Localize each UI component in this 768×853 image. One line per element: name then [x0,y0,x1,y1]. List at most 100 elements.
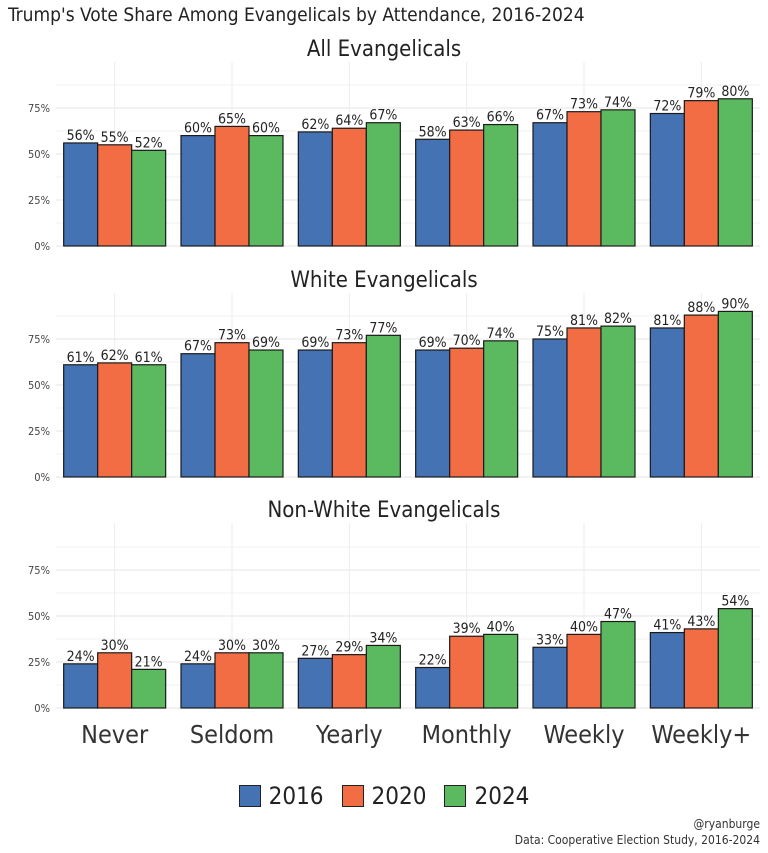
x-tick-label: Weekly+ [651,720,751,749]
bar-2024 [483,123,519,247]
bar-value-label: 21% [135,654,163,670]
y-tick-label: 25% [28,194,50,207]
x-tick-label: Monthly [422,720,512,749]
bar-value-label: 40% [487,619,515,635]
bar-value-label: 56% [67,128,95,144]
bar-2016 [180,353,216,478]
bar-2024 [600,620,636,709]
bar-2016 [415,138,451,247]
y-tick-label: 0% [34,702,50,715]
bar-2020 [97,652,133,709]
legend-label-2016: 2016 [268,782,324,810]
chart-title: Trump's Vote Share Among Evangelicals by… [8,4,585,26]
bar-value-label: 61% [135,350,163,366]
bar-2024 [248,349,284,478]
y-tick-label: 75% [28,333,50,346]
bar-value-label: 74% [487,326,515,342]
bar-value-label: 33% [536,632,564,648]
x-tick-label: Never [81,720,149,749]
bar-value-label: 69% [301,335,329,351]
bar-2016 [415,349,451,478]
bar-value-label: 64% [335,113,363,129]
bar-2024 [131,364,167,478]
bar-value-label: 29% [335,640,363,656]
y-tick-label: 50% [28,379,50,392]
panel-title: All Evangelicals [307,37,461,62]
bar-value-label: 27% [301,643,329,659]
bar-value-label: 63% [453,115,481,131]
bar-value-label: 67% [184,339,212,355]
bar-2024 [600,325,636,478]
bar-value-label: 24% [67,649,95,665]
bar-value-label: 65% [218,111,246,127]
credit-source: Data: Cooperative Election Study, 2016-2… [514,833,760,847]
bar-value-label: 30% [101,638,129,654]
bar-value-label: 39% [453,621,481,637]
x-tick-label: Weekly [543,720,624,749]
bar-value-label: 41% [653,618,681,634]
legend: 2016 2020 2024 [0,779,768,813]
bar-value-label: 24% [184,649,212,665]
bar-2016 [63,364,99,478]
bar-value-label: 55% [101,130,129,146]
bar-2024 [248,652,284,709]
bar-value-label: 80% [721,84,749,100]
bar-2024 [483,340,519,478]
bar-2020 [683,100,719,247]
bar-2024 [365,334,401,478]
bar-value-label: 67% [369,108,397,124]
bar-2024 [717,310,753,478]
bar-value-label: 73% [570,97,598,113]
bar-2024 [717,98,753,247]
y-tick-label: 50% [28,148,50,161]
bar-value-label: 60% [184,121,212,137]
bar-value-label: 82% [604,311,632,327]
legend-swatch-2024 [444,785,467,807]
bar-value-label: 88% [687,300,715,316]
legend-swatch-2016 [238,785,261,807]
x-tick-label: Seldom [190,720,274,749]
legend-label-2024: 2024 [474,782,530,810]
bar-2016 [180,135,216,247]
y-tick-label: 25% [28,425,50,438]
bar-value-label: 73% [218,328,246,344]
legend-item-2016: 2016 [238,782,324,810]
bar-value-label: 90% [721,296,749,312]
bar-2020 [683,628,719,709]
bar-value-label: 70% [453,333,481,349]
bar-2016 [297,657,333,709]
bar-2020 [683,314,719,478]
x-tick-label: Yearly [315,720,383,749]
bar-value-label: 74% [604,95,632,111]
bar-value-label: 58% [419,124,447,140]
bar-value-label: 69% [252,335,280,351]
bar-2020 [566,327,602,478]
bar-2020 [214,652,250,709]
bar-2020 [331,127,367,247]
bar-value-label: 75% [536,324,564,340]
bar-2020 [331,342,367,478]
bar-2024 [131,668,167,709]
legend-item-2024: 2024 [444,782,529,810]
bar-2016 [649,327,685,478]
bar-2024 [483,633,519,709]
bar-value-label: 22% [419,653,447,669]
bar-2016 [297,131,333,247]
bar-value-label: 62% [301,117,329,133]
legend-label-2020: 2020 [371,782,427,810]
bar-2024 [365,122,401,247]
bar-value-label: 77% [369,320,397,336]
bar-2024 [600,109,636,247]
bar-2016 [649,631,685,709]
bar-value-label: 30% [252,638,280,654]
bar-2016 [532,122,568,247]
bar-2024 [717,608,753,709]
bar-2016 [649,112,685,247]
bar-2020 [449,347,485,478]
bar-2020 [214,342,250,478]
bar-2016 [532,646,568,709]
bar-2020 [97,144,133,247]
bar-value-label: 81% [570,313,598,329]
y-tick-label: 50% [28,610,50,623]
credit-handle: @ryanburge [693,817,760,831]
